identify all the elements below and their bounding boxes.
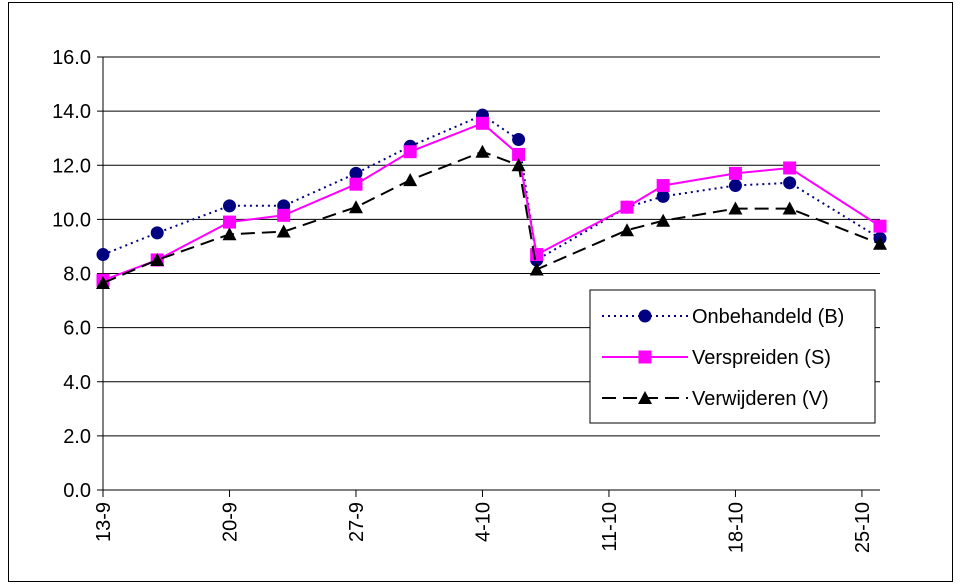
- data-point-series-2: [656, 179, 670, 193]
- data-point-series-1: [150, 226, 164, 240]
- data-point-series-3: [873, 236, 887, 250]
- data-point-series-3: [511, 158, 526, 172]
- data-point-series-3: [728, 201, 743, 215]
- data-point-series-3: [222, 227, 237, 241]
- legend-label-3: Verwijderen (V): [692, 388, 829, 410]
- x-tick-label: 4-10: [472, 502, 494, 542]
- data-point-series-3: [475, 144, 490, 158]
- data-point-series-3: [656, 213, 671, 227]
- data-point-series-2: [728, 166, 742, 180]
- series-line-3: [102, 150, 881, 284]
- x-tick-label: 27-9: [346, 502, 368, 542]
- y-tick-label: 8.0: [63, 264, 91, 286]
- data-point-series-2: [512, 147, 526, 161]
- data-point-series-2: [403, 145, 417, 159]
- data-point-series-3: [620, 223, 635, 237]
- data-point-series-1: [512, 133, 526, 147]
- data-point-series-3: [782, 201, 797, 215]
- y-tick-label: 14.0: [52, 101, 91, 123]
- data-point-series-1: [96, 248, 110, 262]
- legend-label-2: Verspreiden (S): [692, 347, 831, 369]
- x-tick-label: 18-10: [725, 502, 747, 553]
- data-point-series-1: [728, 179, 742, 193]
- data-point-series-2: [530, 248, 544, 262]
- legend-label-1: Onbehandeld (B): [692, 306, 844, 328]
- data-point-series-3: [348, 200, 363, 214]
- legend-marker-1: [638, 309, 652, 323]
- data-point-series-1: [783, 176, 797, 190]
- data-point-series-1: [349, 166, 363, 180]
- data-point-series-1: [222, 199, 236, 213]
- y-tick-label: 6.0: [63, 318, 91, 340]
- data-point-series-3: [403, 173, 418, 187]
- series-line-1: [102, 114, 881, 262]
- x-tick-label: 25-10: [852, 502, 874, 553]
- data-point-series-3: [529, 262, 544, 276]
- y-tick-label: 16.0: [52, 47, 91, 69]
- data-point-series-2: [620, 200, 634, 214]
- y-tick-label: 12.0: [52, 155, 91, 177]
- data-point-series-2: [349, 177, 363, 191]
- data-point-series-2: [475, 116, 489, 130]
- legend-marker-3: [638, 391, 652, 404]
- legend-marker-2: [638, 350, 652, 364]
- data-point-series-3: [150, 252, 165, 266]
- data-point-series-2: [277, 208, 291, 222]
- x-tick-label: 11-10: [599, 502, 621, 552]
- data-point-series-2: [222, 215, 236, 229]
- data-point-series-3: [276, 224, 291, 238]
- x-tick-label: 13-9: [93, 502, 115, 542]
- y-tick-label: 0.0: [63, 480, 91, 502]
- data-point-series-2: [873, 219, 887, 233]
- data-point-series-3: [96, 275, 110, 289]
- y-tick-label: 2.0: [63, 426, 91, 448]
- x-tick-label: 20-9: [219, 502, 241, 542]
- y-tick-label: 4.0: [63, 372, 91, 394]
- data-point-series-2: [783, 161, 797, 175]
- series-line-2: [102, 122, 881, 282]
- data-point-series-1: [656, 189, 670, 203]
- y-tick-label: 10.0: [52, 209, 91, 231]
